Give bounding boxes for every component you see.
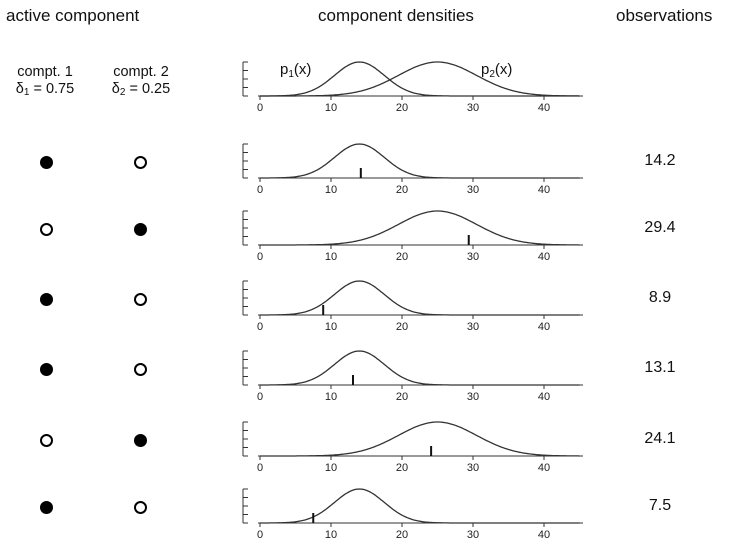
row-5-component-2-marker xyxy=(134,434,147,447)
row-2-x-tick-label: 0 xyxy=(257,251,263,263)
row-1-component-1-marker xyxy=(40,156,53,169)
row-3-component-2-marker xyxy=(134,293,147,306)
row-3-x-tick-label: 30 xyxy=(467,321,479,333)
row-6-x-tick-label: 40 xyxy=(538,529,550,541)
row-1-x-tick-label: 0 xyxy=(257,184,263,196)
header-observations: observations xyxy=(616,6,713,25)
row-1-observation-value: 14.2 xyxy=(644,152,676,169)
top-panel-x-tick-label: 20 xyxy=(396,102,408,114)
row-6-x-tick-label: 0 xyxy=(257,529,263,541)
row-6-x-tick-label: 10 xyxy=(325,529,337,541)
row-1-x-tick-label: 10 xyxy=(325,184,337,196)
row-1-x-tick-label: 20 xyxy=(396,184,408,196)
row-2-observation-value: 29.4 xyxy=(644,219,676,236)
row-2-x-tick-label: 30 xyxy=(467,251,479,263)
row-4-density-curve-1 xyxy=(260,350,580,386)
component-2-label: compt. 2 δ2 = 0.25 xyxy=(96,64,186,101)
row-1-x-tick-label: 30 xyxy=(467,184,479,196)
row-5-component-1-marker xyxy=(40,434,53,447)
component-1-label: compt. 1 δ1 = 0.75 xyxy=(2,64,88,101)
row-4-x-tick-label: 0 xyxy=(257,391,263,403)
row-5-observation-value: 24.1 xyxy=(644,430,676,447)
row-4-x-tick-label: 20 xyxy=(396,391,408,403)
row-3-component-1-marker xyxy=(40,293,53,306)
row-2-component-1-marker xyxy=(40,223,53,236)
row-6-component-2-marker xyxy=(134,501,147,514)
top-panel-x-tick-label: 10 xyxy=(325,102,337,114)
density-label-p1: p1(x) xyxy=(280,61,311,80)
row-6-component-1-marker xyxy=(40,501,53,514)
row-6-x-tick-label: 30 xyxy=(467,529,479,541)
row-1-density-curve-1 xyxy=(260,143,580,179)
component-1-name: compt. 1 xyxy=(17,64,73,80)
row-5-x-tick-label: 10 xyxy=(325,462,337,474)
row-6-observation-value: 7.5 xyxy=(648,497,672,514)
top-panel-x-tick-label: 0 xyxy=(257,102,263,114)
header-component-densities: component densities xyxy=(318,6,474,25)
row-3-x-tick-label: 40 xyxy=(538,321,550,333)
row-4-x-tick-label: 10 xyxy=(325,391,337,403)
row-1-x-tick-label: 40 xyxy=(538,184,550,196)
row-6-density-curve-1 xyxy=(260,488,580,524)
row-2-x-tick-label: 20 xyxy=(396,251,408,263)
row-5-x-tick-label: 30 xyxy=(467,462,479,474)
row-3-x-tick-label: 10 xyxy=(325,321,337,333)
row-5-density-curve-1 xyxy=(260,421,580,457)
row-4-component-1-marker xyxy=(40,363,53,376)
top-panel-x-tick-label: 30 xyxy=(467,102,479,114)
row-2-x-tick-label: 40 xyxy=(538,251,550,263)
row-1-component-2-marker xyxy=(134,156,147,169)
row-2-x-tick-label: 10 xyxy=(325,251,337,263)
row-4-observation-value: 13.1 xyxy=(644,359,676,376)
row-3-density-curve-1 xyxy=(260,280,580,316)
top-panel-density-curve-2 xyxy=(260,61,580,97)
top-panel-density-curve-1 xyxy=(260,61,580,97)
row-6-x-tick-label: 20 xyxy=(396,529,408,541)
row-3-x-tick-label: 0 xyxy=(257,321,263,333)
row-3-x-tick-label: 20 xyxy=(396,321,408,333)
row-5-x-tick-label: 0 xyxy=(257,462,263,474)
row-5-x-tick-label: 40 xyxy=(538,462,550,474)
row-4-x-tick-label: 40 xyxy=(538,391,550,403)
row-2-density-curve-1 xyxy=(260,210,580,246)
component-1-weight: δ1 = 0.75 xyxy=(15,81,75,98)
row-3-observation-value: 8.9 xyxy=(648,289,672,306)
header-active-component: active component xyxy=(6,6,140,25)
row-5-x-tick-label: 20 xyxy=(396,462,408,474)
row-4-x-tick-label: 30 xyxy=(467,391,479,403)
density-label-p2: p2(x) xyxy=(481,61,512,80)
top-panel-x-tick-label: 40 xyxy=(538,102,550,114)
row-2-component-2-marker xyxy=(134,223,147,236)
row-4-component-2-marker xyxy=(134,363,147,376)
component-2-weight: δ2 = 0.25 xyxy=(111,81,171,98)
component-2-name: compt. 2 xyxy=(113,64,169,80)
